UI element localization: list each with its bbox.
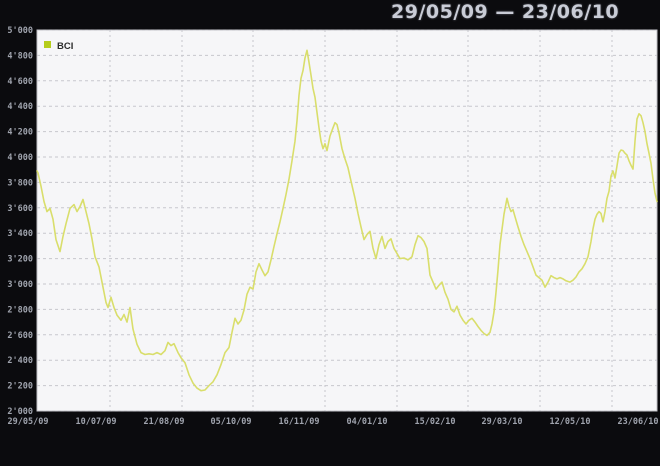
- x-tick-label: 21/08/09: [144, 417, 185, 427]
- x-tick-label: 04/01/10: [347, 417, 388, 427]
- chart-title-date-range: 29/05/09 — 23/06/10: [391, 1, 620, 23]
- y-tick-label: 4'400: [7, 102, 33, 112]
- y-tick-label: 2'200: [7, 382, 33, 392]
- x-tick-label: 12/05/10: [550, 417, 591, 427]
- y-tick-label: 2'800: [7, 305, 33, 315]
- legend-marker-icon: [44, 41, 51, 48]
- y-tick-label: 3'600: [7, 204, 33, 214]
- gridlines: [37, 29, 657, 412]
- y-tick-label: 4'000: [7, 153, 33, 163]
- y-tick-label: 4'600: [7, 77, 33, 87]
- y-tick-label: 3'400: [7, 229, 33, 239]
- y-tick-label: 4'200: [7, 128, 33, 138]
- y-tick-label: 2'000: [7, 407, 33, 417]
- x-tick-label: 10/07/09: [76, 417, 117, 427]
- y-tick-label: 3'000: [7, 280, 33, 290]
- x-tick-label: 05/10/09: [211, 417, 252, 427]
- y-tick-label: 2'400: [7, 356, 33, 366]
- x-tick-label: 16/11/09: [279, 417, 320, 427]
- y-axis-labels: 5'000 4'800 4'600 4'400 4'200 4'000 3'800 3'600…: [7, 26, 33, 417]
- x-tick-label: 15/02/10: [415, 417, 456, 427]
- y-tick-label: 3'800: [7, 178, 33, 188]
- x-tick-label: 23/06/10: [618, 417, 659, 427]
- x-axis-labels: 29/05/09 10/07/09 21/08/09 05/10/09 16/11/09…: [8, 417, 659, 427]
- legend: BCI: [44, 41, 73, 52]
- x-tick-label: 29/05/09: [8, 417, 49, 427]
- legend-label: BCI: [57, 41, 73, 52]
- y-tick-label: 3'200: [7, 255, 33, 265]
- x-tick-label: 29/03/10: [482, 417, 523, 427]
- y-tick-label: 5'000: [7, 26, 33, 36]
- plot-area: [36, 29, 658, 412]
- y-tick-label: 2'600: [7, 331, 33, 341]
- y-tick-label: 4'800: [7, 51, 33, 61]
- bci-line-series: [36, 49, 658, 392]
